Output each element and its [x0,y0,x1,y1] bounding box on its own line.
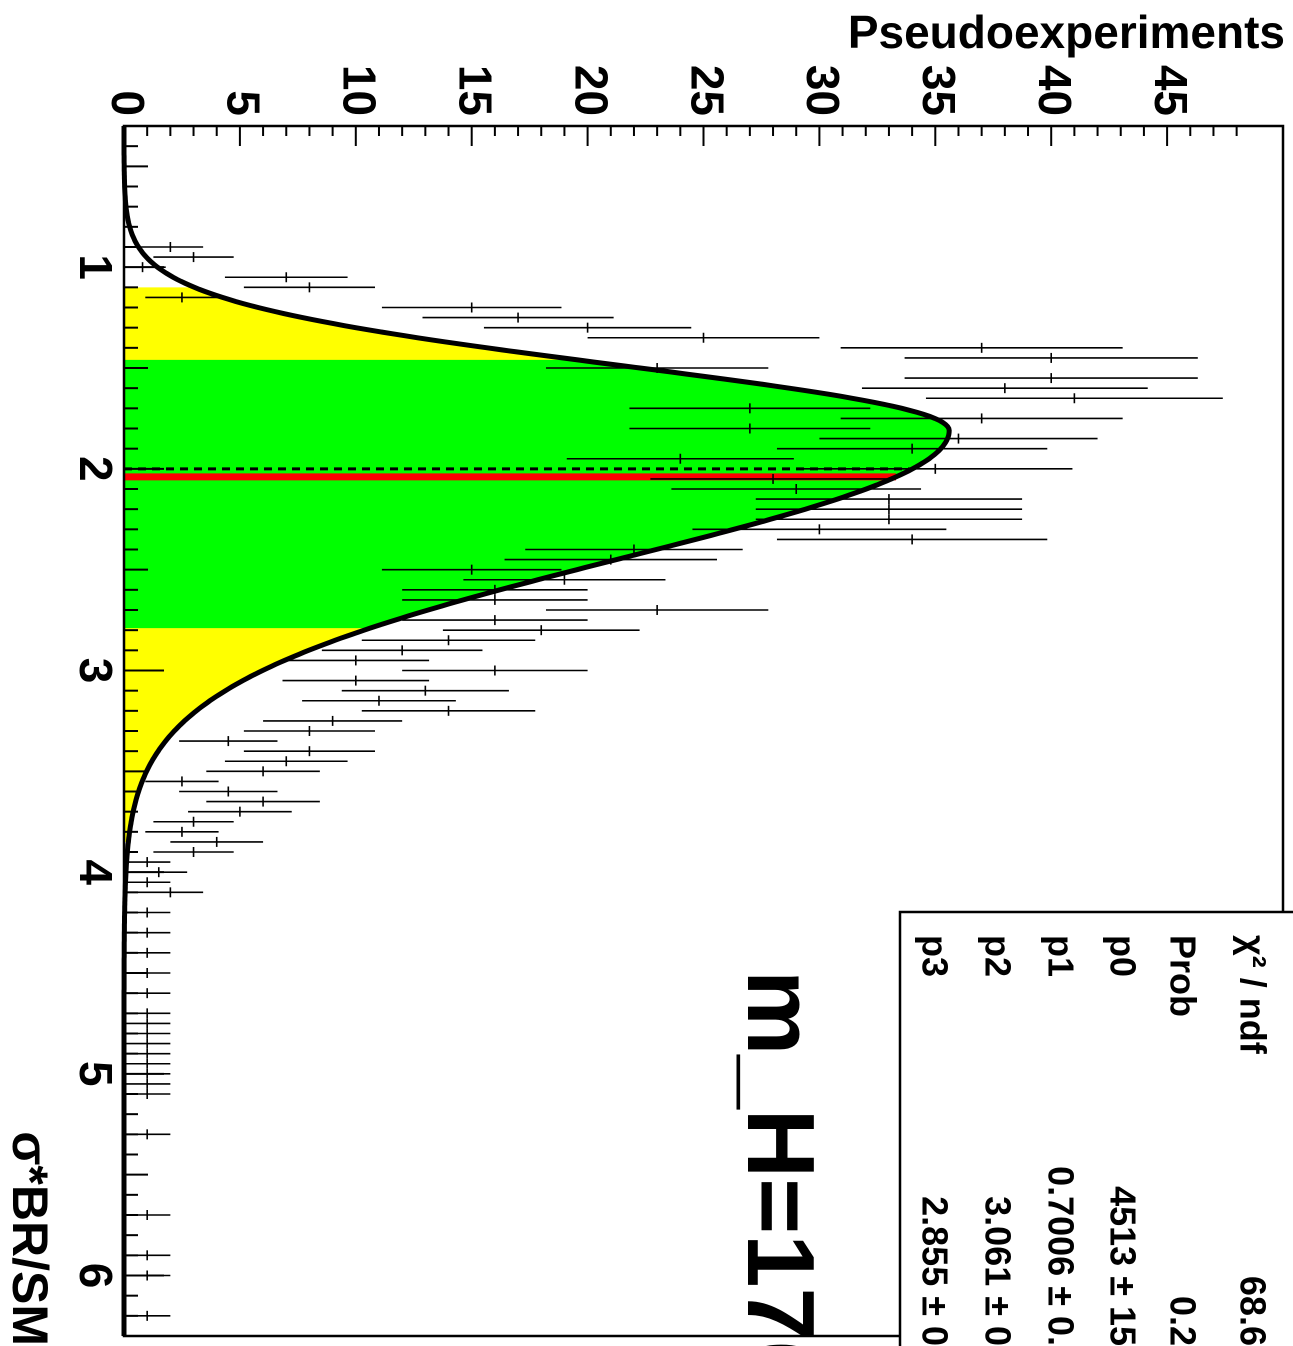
data-point [361,705,536,716]
data-point [402,615,588,626]
data-point [206,796,320,807]
data-point [904,373,1198,384]
data-point [137,242,204,252]
data-point [243,726,376,736]
y-tick-label: 10 [334,65,386,116]
stats-label: χ² / ndf [1232,935,1273,1055]
data-point [629,423,871,434]
x-tick-label: 4 [70,859,122,885]
data-point [224,272,348,283]
stats-label: Prob [1162,935,1203,1017]
data-point [243,282,376,293]
y-tick-label: 35 [913,65,965,116]
y-tick-label: 5 [218,90,270,116]
data-point [776,534,1048,545]
y-tick-label: 40 [1029,65,1081,116]
one-sigma-band [124,359,950,629]
data-point [170,836,264,847]
data-point [650,473,896,484]
y-tick-label: 15 [450,65,502,116]
data-point [124,877,171,888]
data-point [263,715,403,726]
data-point [776,443,1048,454]
data-point [629,403,871,414]
stats-label: p0 [1102,935,1143,977]
x-tick-label: 3 [70,658,122,684]
data-point [545,605,769,615]
data-point [124,1078,171,1089]
x-axis-title: σ*BR/SM [2,1131,58,1346]
data-point [137,887,204,898]
y-tick-label: 25 [681,65,733,116]
data-point [206,766,320,777]
stats-value: 3.061 ± 0 [977,1196,1018,1346]
data-point [124,1058,171,1069]
x-tick-label: 2 [70,456,122,482]
data-point [381,302,562,313]
data-point [925,393,1223,404]
data-point [798,463,1073,474]
data-point [188,806,292,817]
data-point [819,433,1098,444]
data-point [755,514,1023,525]
data-point [840,413,1123,424]
stats-value: 68.6 [1232,1276,1273,1346]
data-point [566,453,794,464]
data-point [402,594,588,605]
data-point [124,857,171,868]
data-point [840,342,1123,353]
data-point [861,383,1148,394]
data-point [422,312,614,323]
data-point [302,695,456,706]
data-point [587,332,820,343]
stats-label: p2 [977,935,1018,977]
y-tick-label: 30 [797,65,849,116]
data-point [402,665,588,676]
data-point [381,564,562,575]
x-tick-label: 6 [70,1263,122,1289]
data-point [153,252,234,263]
data-point [153,816,234,827]
data-point [463,574,666,585]
data-point [755,494,1023,505]
x-tick-label: 1 [70,254,122,280]
y-tick-label: 45 [1145,65,1197,116]
data-point [145,826,219,837]
data-point [361,635,536,646]
data-point [442,625,640,636]
data-point [145,776,219,787]
y-tick-label: 0 [102,90,154,116]
stats-value: 2.855 ± 0 [914,1196,955,1346]
data-point [179,736,278,747]
data-point [224,756,348,767]
stats-box [898,910,1293,1346]
data-point [124,1018,171,1029]
data-point [282,675,430,686]
data-point [904,352,1198,363]
data-point [483,322,692,333]
data-point [671,484,922,494]
stats-value: 0.2 [1162,1296,1203,1346]
y-tick-label: 20 [565,65,617,116]
y-axis-title: Pseudoexperiments [848,6,1285,58]
stats-label: p1 [1040,935,1081,977]
mass-annotation: m_H=170 [727,970,834,1346]
data-point [243,746,376,757]
data-point [341,685,509,696]
data-point [153,847,234,857]
data-point [282,655,430,666]
data-point [321,645,483,656]
stats-label: p3 [914,935,955,977]
data-point [145,292,219,303]
stats-value: 0.7006 ± 0. [1040,1166,1081,1346]
x-tick-label: 5 [70,1061,122,1087]
data-point [179,786,278,797]
data-point [124,1038,171,1049]
stats-value: 4513 ± 15 [1102,1186,1143,1346]
